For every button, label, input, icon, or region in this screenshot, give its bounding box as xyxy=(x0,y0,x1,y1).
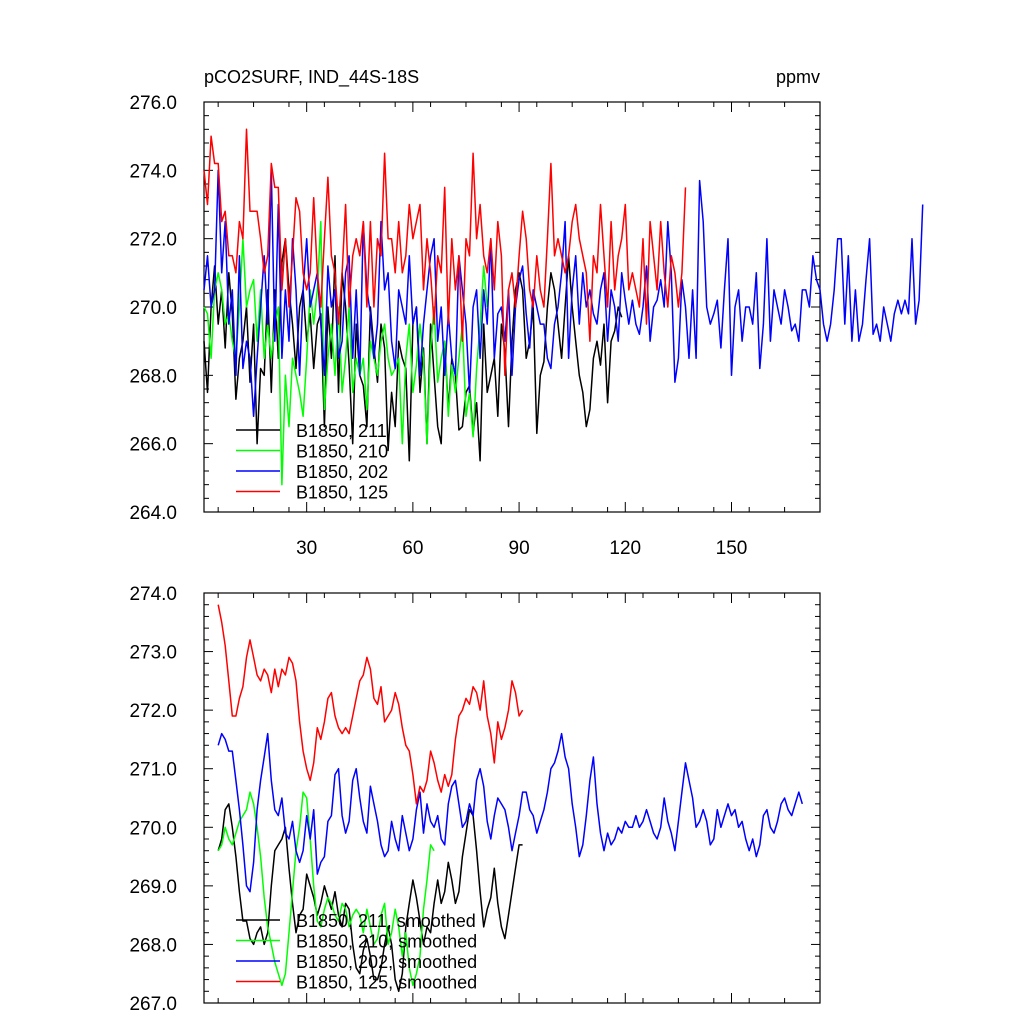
x-tick-label: 30 xyxy=(296,538,317,559)
y-tick-label: 268.0 xyxy=(129,366,177,387)
y-tick-label: 264.0 xyxy=(129,503,177,524)
x-tick-label: 150 xyxy=(716,538,748,559)
y-tick-label: 272.0 xyxy=(129,230,177,251)
bottom-chart: 267.0 268.0 269.0 270.0 271.0 272.0 273.0 274.0… xyxy=(129,584,821,1015)
series-line-4 xyxy=(217,604,524,805)
y-tick-label: 274.0 xyxy=(129,161,177,182)
y-tick-label: 270.0 xyxy=(129,818,177,839)
legend-label: B1850, 210, smoothed xyxy=(296,932,477,952)
legend-label: B1850, 202, smoothed xyxy=(296,952,477,972)
x-tick-label: 90 xyxy=(509,538,530,559)
y-tick-label: 276.0 xyxy=(129,93,177,114)
plot-frame xyxy=(203,592,821,1004)
y-tick-label: 266.0 xyxy=(129,435,177,456)
x-tick-label: 60 xyxy=(402,538,423,559)
top-chart: 264.0 266.0 268.0 270.0 272.0 274.0 276.0 30 60 9… xyxy=(129,93,924,559)
y-tick-label: 270.0 xyxy=(129,298,177,319)
chart-units: ppmv xyxy=(776,67,820,87)
series-line-1 xyxy=(203,237,623,462)
legend-label: B1850, 210 xyxy=(296,442,388,462)
y-tick-label: 274.0 xyxy=(129,584,177,605)
y-tick-label: 267.0 xyxy=(129,994,177,1015)
series-line-3 xyxy=(217,732,804,893)
legend-label: B1850, 125, smoothed xyxy=(296,973,477,993)
x-tick-label: 120 xyxy=(609,538,641,559)
y-tick-label: 273.0 xyxy=(129,643,177,664)
series-line-3 xyxy=(203,169,924,418)
y-tick-label: 272.0 xyxy=(129,701,177,722)
y-tick-label: 269.0 xyxy=(129,877,177,898)
series-line-4 xyxy=(203,128,687,377)
series-line-2 xyxy=(203,220,488,486)
chart-title: pCO2SURF, IND_44S-18S xyxy=(204,67,419,88)
legend-label: B1850, 211, smoothed xyxy=(296,911,476,931)
y-tick-label: 271.0 xyxy=(129,760,177,781)
y-tick-label: 268.0 xyxy=(129,935,177,956)
series-line-2 xyxy=(217,791,435,987)
legend-label: B1850, 202 xyxy=(296,462,388,482)
legend-label: B1850, 125 xyxy=(296,483,388,503)
legend-label: B1850, 211 xyxy=(296,421,387,441)
